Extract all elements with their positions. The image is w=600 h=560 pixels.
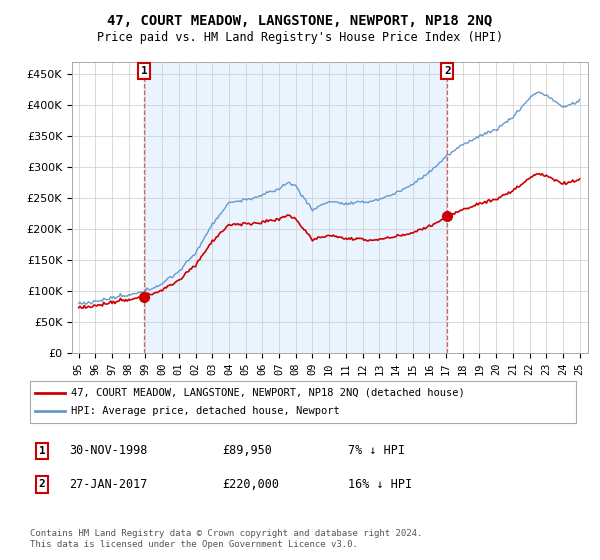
Text: 1: 1 [38,446,46,456]
Text: 30-NOV-1998: 30-NOV-1998 [69,444,148,458]
Text: Price paid vs. HM Land Registry's House Price Index (HPI): Price paid vs. HM Land Registry's House … [97,31,503,44]
Text: 2: 2 [38,479,46,489]
Text: HPI: Average price, detached house, Newport: HPI: Average price, detached house, Newp… [71,406,340,416]
Text: 27-JAN-2017: 27-JAN-2017 [69,478,148,491]
Text: 1: 1 [141,66,148,76]
Text: 2: 2 [444,66,451,76]
Text: £89,950: £89,950 [222,444,272,458]
Text: Contains HM Land Registry data © Crown copyright and database right 2024.
This d: Contains HM Land Registry data © Crown c… [30,529,422,549]
Text: £220,000: £220,000 [222,478,279,491]
Text: 16% ↓ HPI: 16% ↓ HPI [348,478,412,491]
Bar [144,62,447,353]
Text: 7% ↓ HPI: 7% ↓ HPI [348,444,405,458]
Text: 47, COURT MEADOW, LANGSTONE, NEWPORT, NP18 2NQ: 47, COURT MEADOW, LANGSTONE, NEWPORT, NP… [107,14,493,28]
Text: 47, COURT MEADOW, LANGSTONE, NEWPORT, NP18 2NQ (detached house): 47, COURT MEADOW, LANGSTONE, NEWPORT, NP… [71,388,465,398]
